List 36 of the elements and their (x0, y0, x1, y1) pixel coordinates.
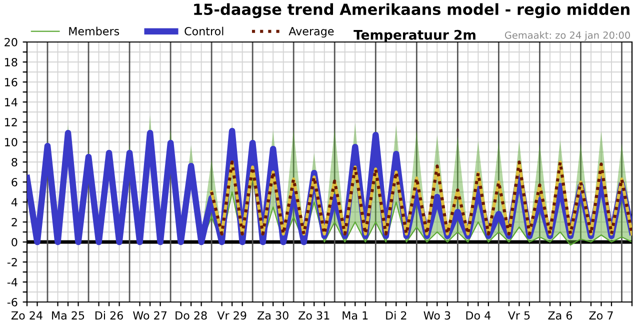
y-tick-label: 14 (5, 98, 18, 106)
x-tick-label: Zo 31 (298, 311, 330, 320)
y-tick-label: 8 (12, 158, 18, 166)
y-tick-label: 6 (12, 178, 18, 186)
legend-label: Average (288, 27, 334, 38)
x-tick-label: Di 26 (95, 311, 123, 320)
y-tick-label: -2 (7, 258, 17, 266)
y-tick-label: 2 (12, 218, 17, 226)
x-tick-label: Wo 27 (133, 311, 166, 320)
x-tick-label: Ma 25 (52, 311, 84, 320)
chart-title: 15-daagse trend Amerikaans model - regio midden (194, 3, 630, 18)
x-tick-label: Za 6 (548, 311, 572, 320)
x-tick-label: Do 4 (466, 311, 491, 320)
y-tick-label: 12 (5, 118, 17, 126)
y-tick-label: -4 (7, 278, 18, 286)
x-tick-label: Zo 7 (589, 311, 613, 320)
y-tick-label: 4 (11, 198, 18, 206)
chart-subtitle: Temperatuur 2m (354, 30, 476, 42)
y-tick-label: 0 (12, 238, 18, 246)
y-tick-label: 10 (5, 138, 18, 146)
y-tick-label: -6 (7, 298, 18, 306)
text: Gemaakt: zo 24 jan 20:00 (504, 31, 630, 41)
y-tick-label: 16 (5, 78, 18, 86)
legend-label: Control (184, 26, 224, 36)
y-tick-label: 20 (4, 38, 18, 46)
x-tick-label: Vr 29 (217, 311, 246, 320)
y-tick-label: 18 (5, 58, 18, 66)
x-tick-label: Zo 24 (11, 311, 42, 320)
x-tick-label: Wo 3 (424, 311, 450, 320)
x-tick-label: Ma 1 (342, 311, 368, 320)
line-series (210, 160, 632, 236)
x-tick-label: Za 30 (258, 311, 288, 320)
x-tick-label: Di 2 (386, 311, 406, 320)
legend-label: Members (69, 26, 120, 36)
x-tick-label: Do 28 (176, 311, 207, 320)
x-tick-label: Vr 5 (508, 311, 530, 320)
